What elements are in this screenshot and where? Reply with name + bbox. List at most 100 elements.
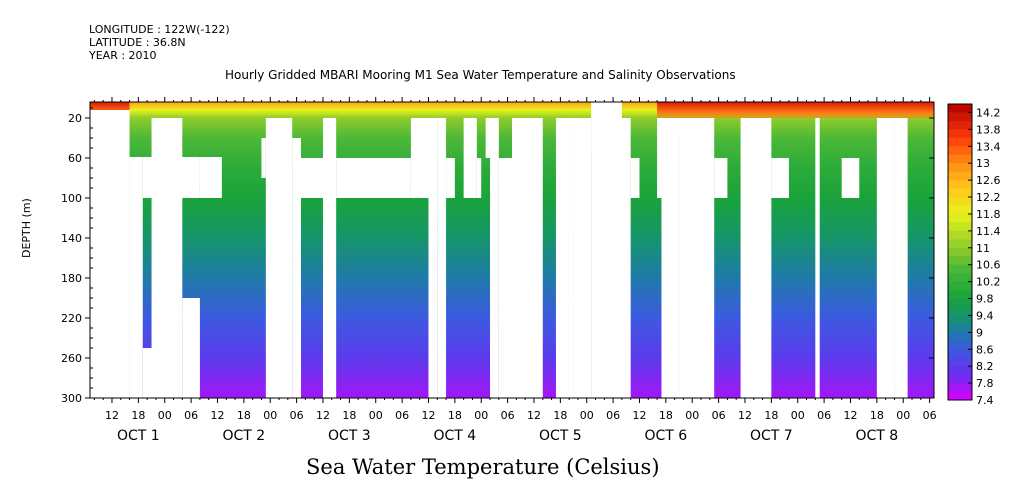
- x-tick-label: 00: [474, 409, 488, 422]
- data-gap: [301, 158, 323, 198]
- data-gap: [322, 118, 337, 398]
- y-tick-label: 100: [61, 192, 82, 205]
- colorbar-label: 14.2: [976, 106, 1001, 119]
- y-tick-label: 140: [61, 232, 82, 245]
- colorbar-swatch: [948, 213, 972, 223]
- data-gap: [437, 118, 447, 398]
- y-tick-label: 180: [61, 272, 82, 285]
- data-gap: [498, 158, 512, 398]
- x-tick-label: 12: [527, 409, 541, 422]
- chart-title: Hourly Gridded MBARI Mooring M1 Sea Wate…: [225, 68, 736, 82]
- axes: 20 60 100 140 180 220 260 300 12 18 00 06 12 18 00 06 12…: [61, 97, 937, 444]
- colorbar-swatch: [948, 129, 972, 139]
- y-tick-label: 20: [68, 112, 82, 125]
- data-gap: [815, 118, 820, 398]
- data-gap: [261, 138, 266, 178]
- y-tick-label: 260: [61, 352, 82, 365]
- x-tick-label: 00: [158, 409, 172, 422]
- colorbar-label: 12.6: [976, 174, 1001, 187]
- colorbar-swatch: [948, 281, 972, 291]
- data-gap: [679, 118, 715, 398]
- x-tick-label: 06: [395, 409, 409, 422]
- colorbar-swatch: [948, 104, 972, 113]
- x-tick-label: 18: [131, 409, 145, 422]
- data-gap: [573, 118, 592, 398]
- colorbar-swatch: [948, 298, 972, 308]
- plot-area: [90, 102, 934, 398]
- x-tick-label: 12: [316, 409, 330, 422]
- data-gap: [841, 158, 860, 198]
- data-gap: [740, 118, 772, 398]
- x-day-label: OCT 5: [539, 428, 582, 444]
- data-gap: [771, 158, 789, 198]
- y-tick-label: 220: [61, 312, 82, 325]
- x-tick-label: 12: [843, 409, 857, 422]
- colorbar-label: 11.8: [976, 208, 1001, 221]
- colorbar-swatch: [948, 306, 972, 316]
- colorbar-swatch: [948, 222, 972, 232]
- x-tick-label: 18: [342, 409, 356, 422]
- data-gap: [485, 118, 491, 158]
- colorbar-label: 9.4: [976, 309, 994, 322]
- x-tick-label: 18: [237, 409, 251, 422]
- colorbar-label: 11.4: [976, 225, 1001, 238]
- x-day-label: OCT 6: [644, 428, 687, 444]
- colorbar-swatch: [948, 383, 972, 393]
- x-tick-label: 18: [553, 409, 567, 422]
- x-tick-label: 12: [105, 409, 119, 422]
- colorbar-swatch: [948, 273, 972, 283]
- data-gap: [142, 348, 183, 398]
- x-tick-label: 18: [448, 409, 462, 422]
- data-gap: [555, 118, 574, 398]
- colorbar-label: 7.4: [976, 394, 994, 407]
- colorbar-swatch: [948, 230, 972, 240]
- colorbar-label: 9.8: [976, 293, 994, 306]
- x-day-label: OCT 4: [433, 428, 476, 444]
- x-day-label: OCT 3: [328, 428, 371, 444]
- data-gap: [151, 118, 183, 348]
- x-day-label: OCT 1: [117, 428, 160, 444]
- colorbar-swatch: [948, 264, 972, 274]
- colorbar-swatch: [948, 120, 972, 130]
- x-day-label: OCT 2: [222, 428, 265, 444]
- colorbar-swatch: [948, 180, 972, 190]
- x-tick-label: 06: [184, 409, 198, 422]
- x-tick-label: 06: [501, 409, 515, 422]
- colorbar-swatch: [948, 349, 972, 359]
- data-gap: [512, 118, 543, 398]
- x-tick-label: 00: [369, 409, 383, 422]
- colorbar-label: 10.6: [976, 259, 1001, 272]
- colorbar-swatch: [948, 247, 972, 257]
- colorbar-swatch: [948, 171, 972, 181]
- x-tick-label: 00: [263, 409, 277, 422]
- x-tick-label: 06: [712, 409, 726, 422]
- x-tick-label: 00: [791, 409, 805, 422]
- y-tick-label: 300: [61, 392, 82, 405]
- data-gap: [876, 118, 895, 398]
- colorbar-swatch: [948, 374, 972, 384]
- data-gap: [199, 157, 222, 198]
- colorbar-swatch: [948, 332, 972, 342]
- latitude-label: LATITUDE : 36.8N: [89, 36, 186, 49]
- colorbar-swatch: [948, 315, 972, 325]
- colorbar-label: 11: [976, 242, 990, 255]
- colorbar-label: 10.2: [976, 276, 1001, 289]
- data-gap: [714, 158, 728, 198]
- colorbar-swatch: [948, 205, 972, 215]
- data-gap: [410, 118, 429, 198]
- x-tick-label: 06: [606, 409, 620, 422]
- data-gap: [490, 118, 499, 398]
- x-tick-label: 18: [764, 409, 778, 422]
- data-gap: [265, 118, 293, 398]
- year-label: YEAR : 2010: [89, 49, 157, 62]
- warm-surface-layer: [657, 102, 934, 118]
- x-tick-label: 06: [923, 409, 937, 422]
- colorbar-swatch: [948, 239, 972, 249]
- colorbar-swatch: [948, 366, 972, 376]
- data-gap: [446, 158, 455, 198]
- data-gap: [463, 118, 477, 198]
- longitude-label: LONGITUDE : 122W(-122): [89, 23, 230, 36]
- y-tick-label: 60: [68, 152, 82, 165]
- colorbar-swatch: [948, 391, 972, 401]
